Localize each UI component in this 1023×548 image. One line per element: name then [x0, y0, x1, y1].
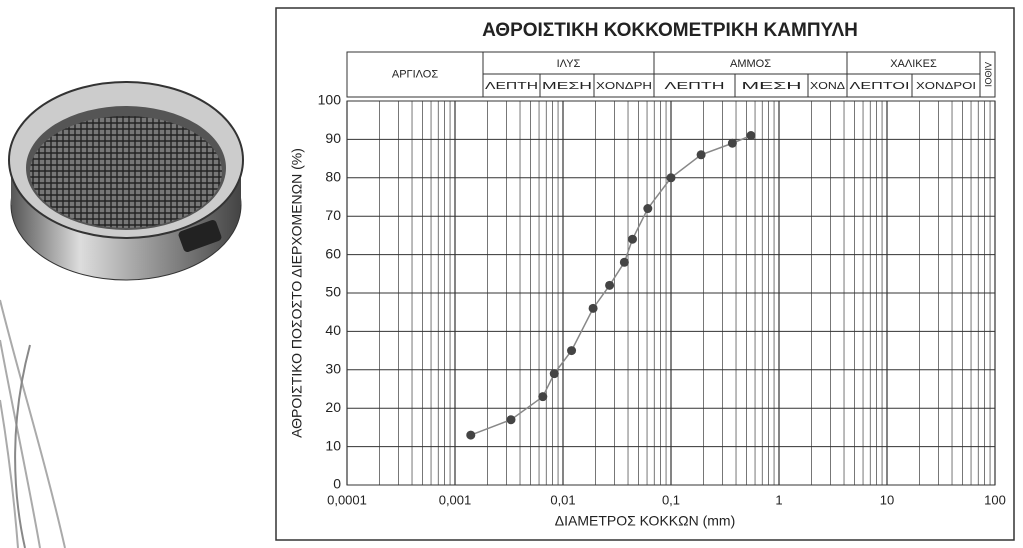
soil-class: ΙΛΥΣ — [557, 58, 581, 70]
data-point — [627, 234, 637, 244]
soil-class: ΑΡΓΙΛΟΣ — [392, 68, 438, 80]
data-point — [643, 204, 653, 214]
data-point — [696, 150, 706, 160]
soil-subclass: ΜΕΣΗ — [742, 81, 802, 92]
soil-class: ΛΙΘΟΙ — [983, 62, 993, 87]
y-tick-label: 10 — [325, 437, 341, 453]
data-point — [549, 369, 559, 379]
chart-title: ΑΘΡΟΙΣΤΙΚΗ ΚΟΚΚΟΜΕΤΡΙΚΗ ΚΑΜΠΥΛΗ — [482, 20, 858, 41]
y-tick-label: 60 — [325, 245, 341, 261]
data-point — [466, 430, 476, 440]
data-point — [619, 257, 629, 267]
soil-subclass: ΧΟΝΔ — [810, 81, 845, 92]
data-point — [567, 346, 577, 356]
data-point — [746, 131, 756, 141]
y-tick-label: 80 — [325, 169, 341, 185]
x-tick-label: 0,0001 — [327, 492, 367, 507]
x-tick-label: 10 — [880, 492, 894, 507]
x-tick-label: 0,1 — [662, 492, 680, 507]
y-tick-label: 20 — [325, 399, 341, 415]
y-tick-label: 40 — [325, 322, 341, 338]
soil-subclass: ΧΟΝΔΡΟΙ — [916, 81, 976, 92]
data-point — [506, 415, 516, 425]
decorative-lines — [0, 299, 66, 548]
y-tick-label: 30 — [325, 361, 341, 377]
soil-class: ΑΜΜΟΣ — [730, 58, 771, 70]
sieve-illustration — [8, 81, 244, 281]
data-point — [666, 173, 676, 183]
x-tick-label: 0,001 — [439, 492, 472, 507]
data-point — [538, 392, 548, 402]
data-point — [727, 138, 737, 148]
soil-class: ΧΑΛΙΚΕΣ — [890, 58, 937, 70]
x-tick-label: 0,01 — [550, 492, 575, 507]
soil-subclass: ΧΟΝΔΡΗ — [596, 81, 652, 92]
x-tick-label: 100 — [984, 492, 1006, 507]
y-tick-label: 90 — [325, 130, 341, 146]
soil-subclass: ΛΕΠΤΗ — [485, 81, 538, 92]
y-tick-label: 50 — [325, 284, 341, 300]
y-tick-label: 0 — [333, 476, 341, 492]
y-tick-label: 70 — [325, 207, 341, 223]
data-point — [588, 303, 598, 313]
soil-subclass: ΜΕΣΗ — [542, 81, 592, 92]
x-axis-label: ΔΙΑΜΕΤΡΟΣ ΚΟΚΚΩΝ (mm) — [555, 513, 736, 529]
soil-subclass: ΛΕΠΤΟΙ — [850, 81, 910, 92]
y-axis-label: ΑΘΡΟΙΣΤΙΚΟ ΠΟΣΟΣΤΟ ΔΙΕΡΧΟΜΕΝΩΝ (%) — [289, 148, 305, 438]
data-point — [605, 280, 615, 290]
y-tick-label: 100 — [318, 92, 342, 108]
x-tick-label: 1 — [775, 492, 782, 507]
soil-subclass: ΛΕΠΤΗ — [665, 81, 725, 92]
header-table — [346, 51, 996, 98]
